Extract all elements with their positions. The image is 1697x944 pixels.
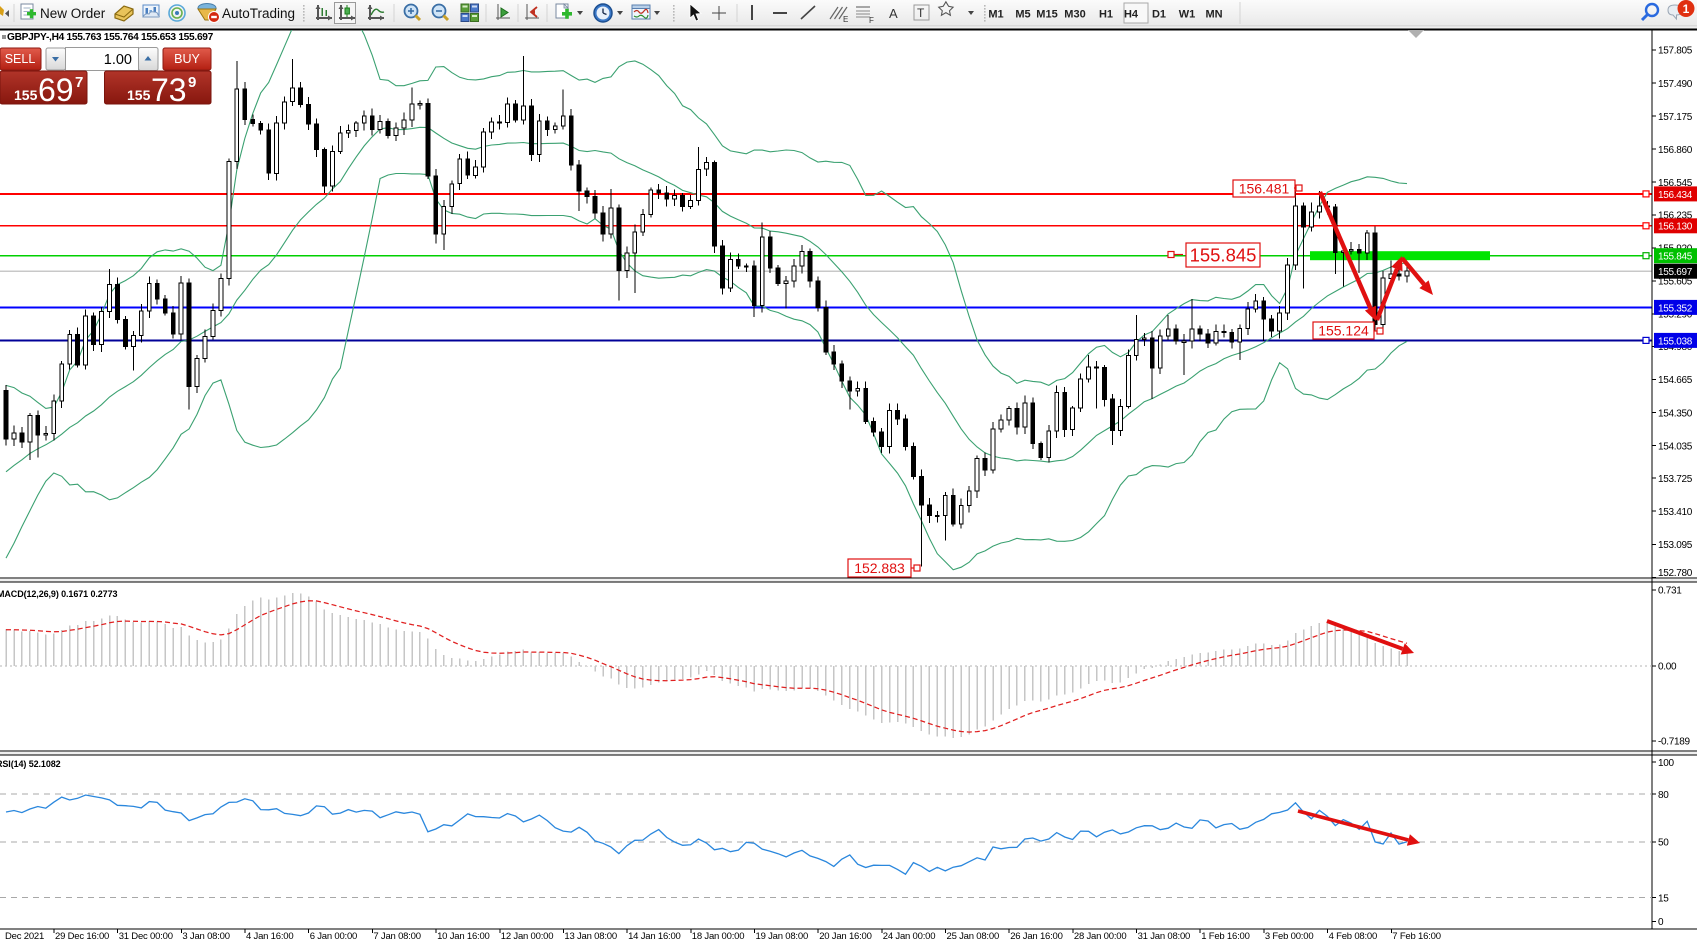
svg-text:20 Jan 16:00: 20 Jan 16:00 <box>819 931 872 942</box>
svg-text:T: T <box>917 6 925 20</box>
svg-text:F: F <box>869 16 874 25</box>
svg-text:7 Feb 16:00: 7 Feb 16:00 <box>1392 931 1441 942</box>
svg-text:6 Jan 00:00: 6 Jan 00:00 <box>310 931 357 942</box>
svg-text:BUY: BUY <box>174 52 200 66</box>
svg-text:Dec 2021: Dec 2021 <box>5 931 44 942</box>
svg-text:155.605: 155.605 <box>1658 277 1693 288</box>
svg-text:154.350: 154.350 <box>1658 408 1693 419</box>
svg-text:156.545: 156.545 <box>1658 178 1693 189</box>
svg-text:152.883: 152.883 <box>854 560 905 576</box>
svg-text:157.175: 157.175 <box>1658 112 1693 123</box>
svg-text:H4: H4 <box>1124 9 1139 21</box>
svg-text:156.130: 156.130 <box>1658 222 1693 233</box>
svg-text:4 Jan 16:00: 4 Jan 16:00 <box>246 931 293 942</box>
svg-text:9: 9 <box>188 74 196 91</box>
svg-text:155.352: 155.352 <box>1658 303 1693 314</box>
svg-text:3 Jan 08:00: 3 Jan 08:00 <box>182 931 229 942</box>
svg-text:31 Dec 00:00: 31 Dec 00:00 <box>119 931 173 942</box>
svg-text:50: 50 <box>1658 838 1669 849</box>
svg-text:0.731: 0.731 <box>1658 586 1682 597</box>
svg-text:M15: M15 <box>1036 9 1057 21</box>
svg-text:153.095: 153.095 <box>1658 540 1693 551</box>
svg-text:100: 100 <box>1658 758 1675 769</box>
svg-text:7: 7 <box>75 74 83 91</box>
svg-text:152.780: 152.780 <box>1658 568 1693 579</box>
svg-text:A: A <box>889 6 898 21</box>
svg-text:69: 69 <box>38 72 74 108</box>
svg-text:0.00: 0.00 <box>1658 662 1677 673</box>
svg-text:29 Dec 16:00: 29 Dec 16:00 <box>55 931 109 942</box>
svg-text:156.481: 156.481 <box>1239 181 1290 197</box>
svg-text:155.845: 155.845 <box>1658 252 1693 263</box>
svg-text:13 Jan 08:00: 13 Jan 08:00 <box>564 931 617 942</box>
svg-text:M30: M30 <box>1064 9 1085 21</box>
svg-text:157.490: 157.490 <box>1658 79 1693 90</box>
svg-text:0: 0 <box>1658 917 1664 928</box>
svg-text:28 Jan 00:00: 28 Jan 00:00 <box>1074 931 1127 942</box>
svg-text:155.697: 155.697 <box>1658 267 1693 278</box>
svg-text:M5: M5 <box>1015 9 1030 21</box>
svg-text:155.290: 155.290 <box>1658 310 1693 321</box>
svg-text:155.124: 155.124 <box>1318 323 1369 339</box>
svg-text:MACD(12,26,9) 0.1671 0.2773: MACD(12,26,9) 0.1671 0.2773 <box>0 589 117 599</box>
svg-text:18 Jan 00:00: 18 Jan 00:00 <box>692 931 745 942</box>
svg-text:19 Jan 08:00: 19 Jan 08:00 <box>756 931 809 942</box>
svg-text:MN: MN <box>1205 9 1222 21</box>
svg-text:New Order: New Order <box>40 6 106 21</box>
svg-text:73: 73 <box>151 72 187 108</box>
svg-text:155: 155 <box>14 87 38 103</box>
svg-text:7 Jan 08:00: 7 Jan 08:00 <box>373 931 420 942</box>
svg-text:RSI(14) 52.1082: RSI(14) 52.1082 <box>0 759 61 769</box>
svg-text:E: E <box>843 15 848 24</box>
svg-text:153.410: 153.410 <box>1658 507 1693 518</box>
svg-text:154.035: 154.035 <box>1658 441 1693 452</box>
svg-text:155: 155 <box>127 87 151 103</box>
svg-text:M1: M1 <box>988 9 1003 21</box>
svg-text:15: 15 <box>1658 893 1669 904</box>
svg-text:SELL: SELL <box>5 52 36 66</box>
svg-text:1.00: 1.00 <box>104 52 132 68</box>
svg-text:155.038: 155.038 <box>1658 336 1693 347</box>
svg-text:GBPJPY-,H4 155.763 155.764 15: GBPJPY-,H4 155.763 155.764 155.653 155.6… <box>7 32 214 43</box>
svg-text:1: 1 <box>1683 2 1690 16</box>
svg-text:156.434: 156.434 <box>1658 190 1693 201</box>
svg-text:157.805: 157.805 <box>1658 46 1693 57</box>
svg-text:12 Jan 00:00: 12 Jan 00:00 <box>501 931 554 942</box>
svg-text:26 Jan 16:00: 26 Jan 16:00 <box>1010 931 1063 942</box>
svg-text:31 Jan 08:00: 31 Jan 08:00 <box>1138 931 1191 942</box>
svg-text:W1: W1 <box>1179 9 1196 21</box>
svg-text:10 Jan 16:00: 10 Jan 16:00 <box>437 931 490 942</box>
svg-text:H1: H1 <box>1099 9 1113 21</box>
svg-text:AutoTrading: AutoTrading <box>222 6 295 21</box>
svg-text:80: 80 <box>1658 790 1669 801</box>
svg-text:1 Feb 16:00: 1 Feb 16:00 <box>1201 931 1250 942</box>
svg-text:25 Jan 08:00: 25 Jan 08:00 <box>947 931 1000 942</box>
svg-text:D1: D1 <box>1152 9 1166 21</box>
svg-text:-0.7189: -0.7189 <box>1658 737 1691 748</box>
svg-text:154.665: 154.665 <box>1658 375 1693 386</box>
svg-text:156.860: 156.860 <box>1658 145 1693 156</box>
svg-text:155.845: 155.845 <box>1190 245 1257 266</box>
svg-text:24 Jan 00:00: 24 Jan 00:00 <box>883 931 936 942</box>
svg-text:156.235: 156.235 <box>1658 211 1693 222</box>
svg-text:3 Feb 00:00: 3 Feb 00:00 <box>1265 931 1314 942</box>
svg-text:153.725: 153.725 <box>1658 474 1693 485</box>
svg-text:4 Feb 08:00: 4 Feb 08:00 <box>1329 931 1378 942</box>
svg-text:14 Jan 16:00: 14 Jan 16:00 <box>628 931 681 942</box>
